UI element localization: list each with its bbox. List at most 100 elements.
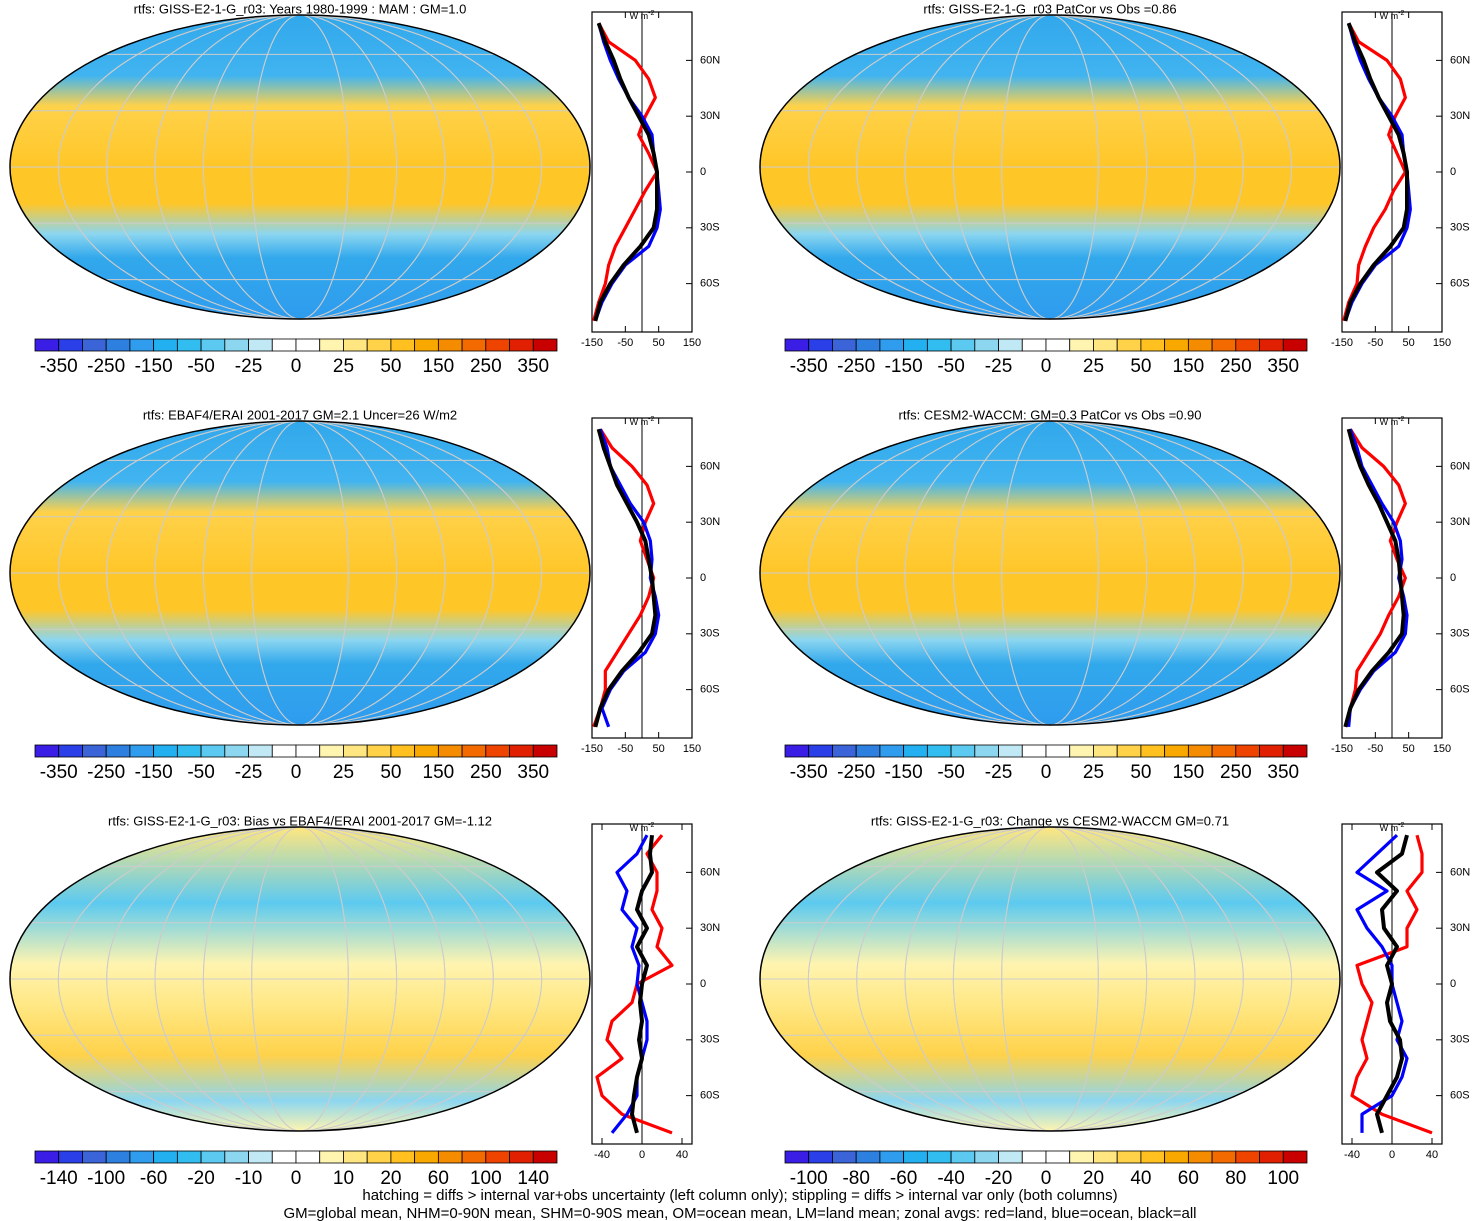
colorbar-label: 25: [333, 762, 354, 783]
colorbar-box: [82, 744, 107, 758]
colorbar-box: [784, 744, 810, 758]
colorbar-box: [200, 338, 226, 352]
colorbar-box: [1282, 1150, 1308, 1164]
colorbar-box: [1021, 338, 1047, 352]
colorbar-label: -100: [790, 1168, 828, 1189]
colorbar-box: [224, 338, 249, 352]
colorbar-box: [366, 1150, 392, 1164]
colorbar-box: [437, 1150, 463, 1164]
colorbar-label: -20: [985, 1168, 1012, 1189]
zonal-line: [1343, 22, 1412, 322]
x-tick-label: 150: [1433, 743, 1451, 755]
colorbar-label: 250: [470, 762, 502, 783]
y-tick-label: 60S: [1450, 1090, 1470, 1102]
colorbar-box: [1116, 338, 1142, 352]
colorbar-label: 0: [291, 762, 302, 783]
colorbar-box: [1116, 1150, 1142, 1164]
colorbar-box: [461, 1150, 487, 1164]
x-tick-label: -50: [617, 337, 633, 349]
colorbar-label: -60: [890, 1168, 917, 1189]
colorbar-box: [343, 1150, 368, 1164]
colorbar-label: 0: [291, 1168, 302, 1189]
map: [9, 420, 591, 726]
colorbar-box: [176, 1150, 202, 1164]
colorbar-box: [414, 338, 439, 352]
colorbar-label: 250: [1220, 356, 1252, 377]
y-tick-label: 30S: [700, 1034, 720, 1046]
colorbar-box: [105, 744, 131, 758]
y-tick-label: 60S: [1450, 684, 1470, 696]
colorbar-box: [248, 338, 273, 352]
colorbar-box: [855, 744, 881, 758]
y-tick-label: 30S: [700, 222, 720, 234]
unit-label: W m-2: [630, 822, 655, 834]
y-tick-label: 60N: [700, 866, 720, 878]
colorbar-box: [1259, 744, 1284, 758]
colorbar-label: 10: [333, 1168, 354, 1189]
x-tick-label: 50: [1403, 743, 1415, 755]
colorbar-box: [903, 338, 928, 352]
unit-exponent: -2: [1398, 822, 1404, 829]
unit-exponent: -2: [648, 10, 654, 17]
colorbar-label: 150: [423, 356, 455, 377]
y-tick-label: 30S: [700, 628, 720, 640]
panel-title: rtfs: GISS-E2-1-G_r03: Bias vs EBAF4/ERA…: [108, 813, 492, 828]
colorbar-box: [105, 338, 131, 352]
colorbar-label: 150: [423, 762, 455, 783]
map-border: [9, 420, 591, 726]
colorbar-box: [319, 744, 344, 758]
colorbar-label: -50: [937, 762, 964, 783]
colorbar-box: [437, 338, 463, 352]
colorbar-label: 350: [1267, 356, 1299, 377]
zonal-line: [1375, 834, 1409, 1134]
unit-exponent: -2: [1398, 10, 1404, 17]
colorbar-label: -350: [40, 762, 78, 783]
colorbar-label: -150: [135, 762, 173, 783]
map: [759, 14, 1341, 320]
colorbar-box: [1235, 744, 1260, 758]
colorbar-box: [271, 1150, 297, 1164]
colorbar-box: [784, 1150, 810, 1164]
zonal-line: [593, 22, 659, 322]
y-tick-label: 30N: [1450, 110, 1470, 122]
y-tick-label: 60S: [700, 1090, 720, 1102]
y-tick-label: 60S: [700, 278, 720, 290]
map-border: [759, 420, 1341, 726]
colorbar-label: 25: [333, 356, 354, 377]
colorbar-box: [295, 744, 321, 758]
colorbar-box: [808, 1150, 833, 1164]
unit-label: W m-2: [1380, 822, 1405, 834]
x-tick-label: 150: [683, 743, 701, 755]
y-tick-label: 30S: [1450, 222, 1470, 234]
unit: W m: [1380, 417, 1399, 427]
colorbar-label: 25: [1083, 356, 1104, 377]
colorbar-label: 50: [380, 356, 401, 377]
colorbar-box: [950, 744, 976, 758]
colorbar-box: [248, 1150, 273, 1164]
colorbar-label: 100: [470, 1168, 502, 1189]
unit-exponent: -2: [1398, 416, 1404, 423]
map: [759, 420, 1341, 726]
map-border: [9, 14, 591, 320]
map-field: [10, 15, 590, 319]
unit-label: W m-2: [1380, 10, 1405, 22]
colorbar-label: -150: [135, 356, 173, 377]
map: [9, 826, 591, 1132]
y-tick-label: 30N: [1450, 922, 1470, 934]
colorbar-box: [343, 338, 368, 352]
colorbar-label: -10: [235, 1168, 262, 1189]
colorbar-box: [485, 744, 510, 758]
x-tick-label: 40: [1426, 1149, 1438, 1161]
colorbar-box: [390, 744, 416, 758]
colorbar-box: [1282, 338, 1308, 352]
colorbar-label: 250: [1220, 762, 1252, 783]
colorbar-box: [82, 338, 107, 352]
y-tick-label: 30N: [700, 110, 720, 122]
zonal-line: [1343, 428, 1407, 728]
colorbar-label: 250: [470, 356, 502, 377]
colorbar-label: -25: [235, 356, 262, 377]
colorbar-box: [1045, 1150, 1071, 1164]
colorbar-label: 0: [1041, 356, 1052, 377]
x-tick-label: 150: [683, 337, 701, 349]
colorbar-box: [82, 1150, 107, 1164]
